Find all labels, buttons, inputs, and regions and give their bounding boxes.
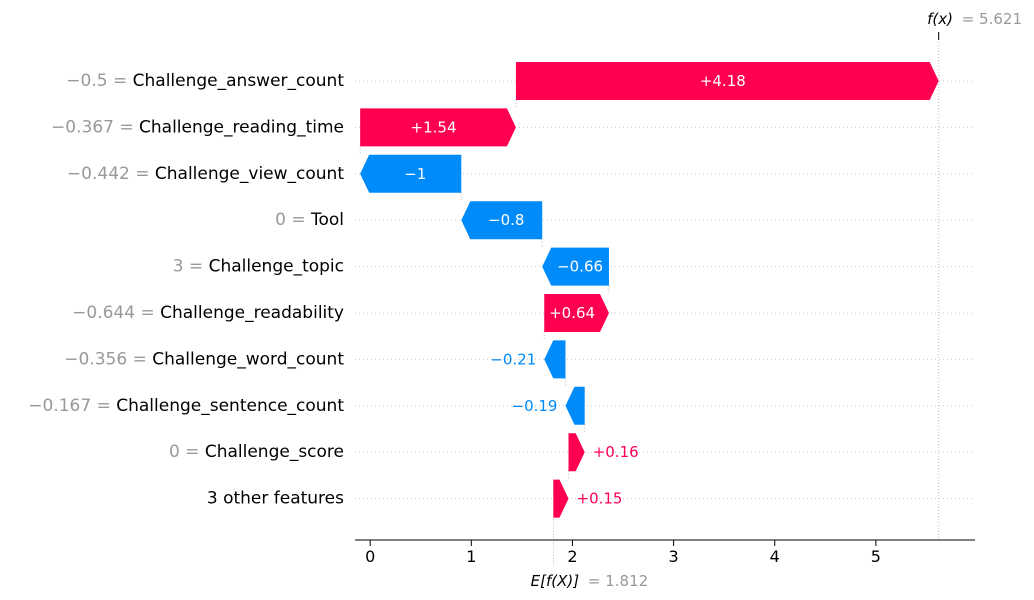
contribution-label: +0.15 — [577, 490, 623, 508]
feature-label: −0.644 = Challenge_readability — [72, 303, 344, 323]
final-value-number: = 5.621 — [962, 10, 1022, 28]
feature-value: −0.367 = — [51, 117, 139, 137]
base-value-symbol: E[f(X)] — [531, 572, 580, 590]
feature-label: 3 = Challenge_topic — [173, 257, 344, 277]
contribution-label: −1 — [404, 165, 426, 183]
x-tick-label: 4 — [770, 547, 780, 566]
final-value-label: f(x) = 5.621 — [927, 10, 1022, 28]
x-tick-label: 0 — [365, 547, 375, 566]
contribution-label: +1.54 — [411, 118, 457, 136]
waterfall-bar — [360, 108, 516, 147]
x-tick-label: 2 — [567, 547, 577, 566]
feature-value: 3 = — [173, 257, 209, 277]
waterfall-bar — [544, 294, 609, 332]
bars-layer: +4.18 +1.54 −1 −0.8 −0.66 +0.64 −0.21 −0.19 +0.1… — [360, 62, 939, 518]
contribution-label: −0.8 — [488, 211, 524, 229]
feature-name: Challenge_topic — [209, 257, 344, 277]
base-value-label: E[f(X)] = 1.812 — [531, 572, 649, 590]
contribution-label: +0.64 — [549, 304, 595, 322]
feature-value: −0.356 = — [64, 349, 152, 369]
feature-value: 0 = — [169, 442, 205, 462]
feature-value: −0.644 = — [72, 303, 160, 323]
feature-label: −0.367 = Challenge_reading_time — [51, 117, 344, 137]
feature-label: −0.442 = Challenge_view_count — [67, 164, 344, 184]
feature-label: 3 other features — [207, 489, 344, 509]
waterfall-bar — [542, 247, 609, 286]
base-value-number: = 1.812 — [588, 572, 648, 590]
waterfall-bar — [565, 386, 585, 425]
contribution-label: +4.18 — [700, 72, 746, 90]
feature-value: 0 = — [275, 210, 311, 230]
contribution-label: −0.19 — [512, 397, 558, 415]
feature-label: −0.167 = Challenge_sentence_count — [28, 396, 344, 416]
waterfall-bar — [515, 62, 939, 100]
feature-label: 0 = Challenge_score — [169, 442, 344, 462]
feature-name: Challenge_reading_time — [139, 117, 344, 137]
feature-name: Challenge_view_count — [155, 164, 344, 184]
contribution-label: +0.16 — [593, 443, 639, 461]
feature-name: Challenge_answer_count — [133, 71, 345, 91]
x-tick-label: 5 — [871, 547, 881, 566]
feature-value: −0.442 = — [67, 164, 155, 184]
waterfall-bar — [544, 340, 566, 379]
annotations: f(x) = 5.621 E[f(X)] = 1.812 — [531, 10, 1022, 590]
waterfall-bar — [553, 479, 569, 518]
feature-name: Challenge_word_count — [152, 349, 344, 369]
feature-value: −0.167 = — [28, 396, 116, 416]
x-tick-label: 3 — [669, 547, 679, 566]
feature-name: Challenge_sentence_count — [116, 396, 344, 416]
feature-name: Challenge_readability — [160, 303, 344, 323]
feature-name: Challenge_score — [205, 442, 344, 462]
waterfall-bar — [568, 433, 585, 472]
contribution-label: −0.21 — [490, 350, 536, 368]
feature-label: 0 = Tool — [275, 210, 344, 230]
contribution-label: −0.66 — [557, 258, 603, 276]
feature-label: −0.5 = Challenge_answer_count — [66, 71, 344, 91]
waterfall-bar — [461, 201, 543, 240]
x-tick-label: 1 — [466, 547, 476, 566]
final-value-symbol: f(x) — [927, 10, 953, 28]
waterfall-bar — [360, 154, 462, 193]
feature-value: −0.5 = — [66, 71, 132, 91]
feature-labels: −0.5 = Challenge_answer_count −0.367 = Ch… — [28, 71, 344, 509]
feature-name: Tool — [310, 210, 344, 230]
feature-label: −0.356 = Challenge_word_count — [64, 349, 344, 369]
x-axis: 0 1 2 3 4 5 — [355, 539, 975, 566]
feature-name: 3 other features — [207, 489, 344, 509]
